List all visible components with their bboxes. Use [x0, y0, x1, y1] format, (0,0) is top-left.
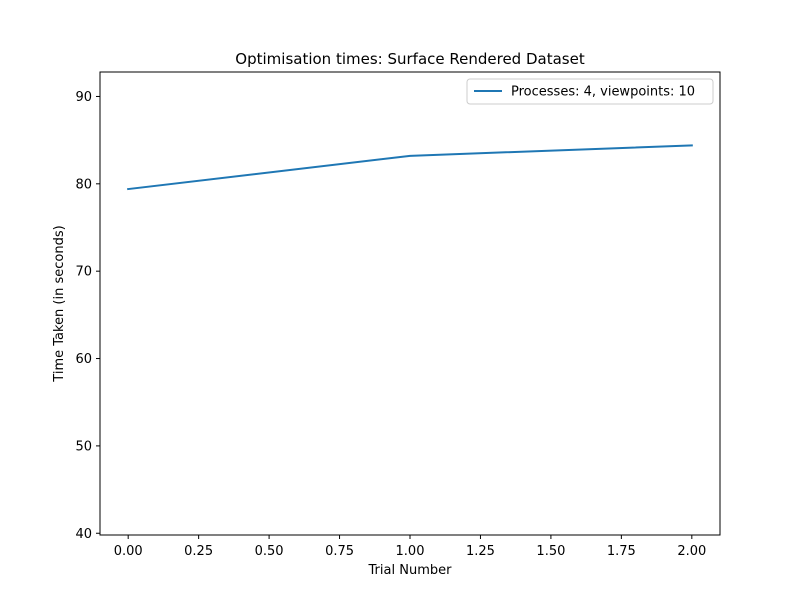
x-axis-label: Trial Number — [368, 563, 453, 578]
x-tick-label: 1.50 — [536, 544, 565, 559]
y-tick-label: 90 — [75, 90, 92, 105]
y-tick-label: 70 — [75, 265, 92, 280]
legend-entry-label: Processes: 4, viewpoints: 10 — [511, 85, 695, 100]
x-tick-label: 0.00 — [114, 544, 143, 559]
series-layer — [127, 144, 693, 191]
x-tick-label: 2.00 — [677, 544, 706, 559]
x-axis-ticks: 0.00 0.25 0.50 0.75 1.00 1.25 1.50 1.75 2.00 — [114, 535, 706, 559]
y-axis-label: Time Taken (in seconds) — [52, 225, 67, 382]
y-axis-ticks: 40 50 60 70 80 90 — [75, 90, 100, 542]
plot-frame — [99, 71, 721, 536]
chart-title: Optimisation times: Surface Rendered Dat… — [235, 50, 585, 68]
legend-box — [466, 78, 714, 105]
y-tick-label: 50 — [75, 439, 92, 454]
x-tick-label: 1.25 — [466, 544, 495, 559]
y-tick-label: 80 — [75, 177, 92, 192]
y-tick-label: 40 — [75, 527, 92, 542]
x-tick-label: 1.75 — [607, 544, 636, 559]
series-line — [127, 144, 693, 191]
x-tick-label: 0.25 — [184, 544, 213, 559]
x-tick-label: 1.00 — [396, 544, 425, 559]
x-tick-label: 0.50 — [255, 544, 284, 559]
x-tick-label: 0.75 — [325, 544, 354, 559]
legend: Processes: 4, viewpoints: 10 — [466, 78, 714, 105]
y-tick-label: 60 — [75, 352, 92, 367]
